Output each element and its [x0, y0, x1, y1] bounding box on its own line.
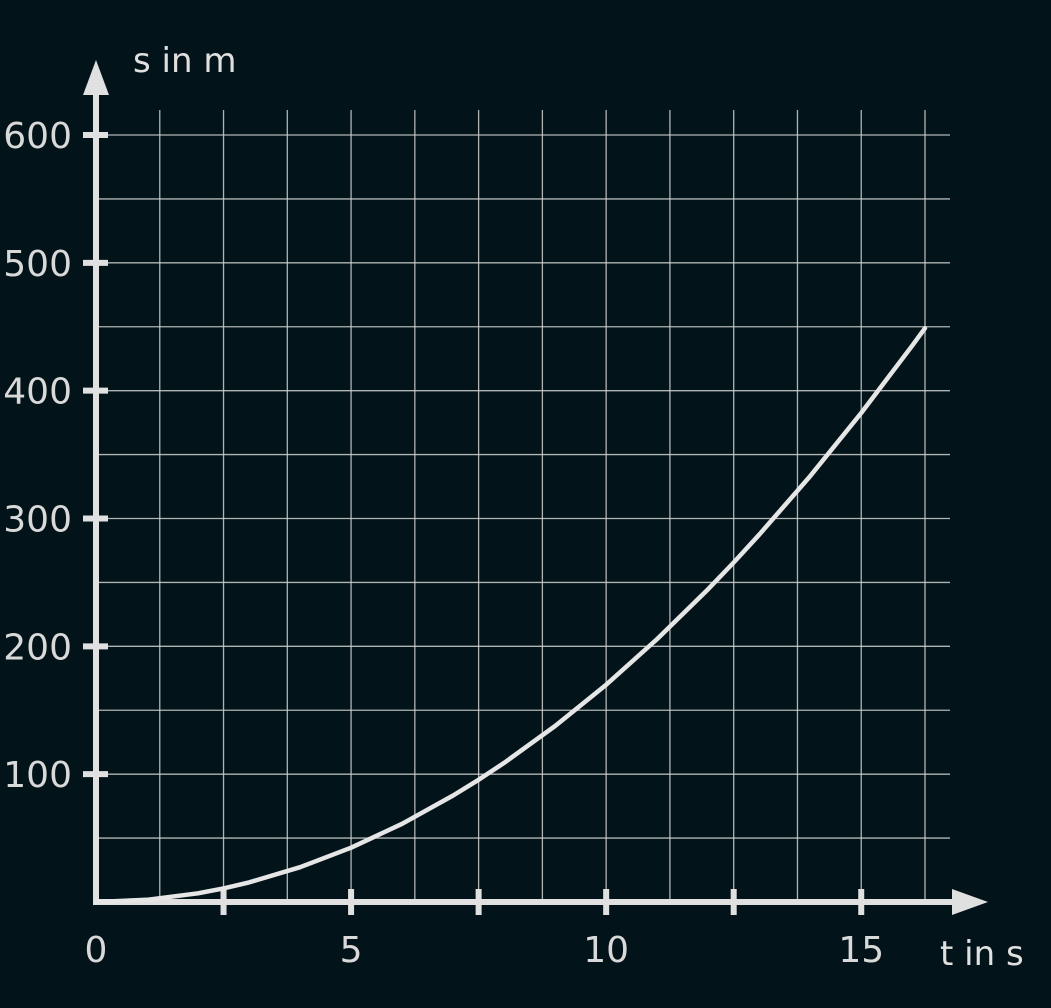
axes	[83, 60, 988, 915]
x-axis-label: t in s	[940, 934, 1024, 974]
y-tick-label: 500	[3, 244, 72, 285]
series	[93, 325, 928, 905]
grid	[96, 110, 950, 902]
x-tick-label: 0	[85, 930, 108, 971]
y-tick-label: 200	[3, 627, 72, 668]
x-axis-arrow	[952, 889, 988, 915]
y-tick-label: 300	[3, 500, 72, 541]
x-tick-label: 10	[583, 930, 629, 971]
y-tick-label: 600	[3, 116, 72, 157]
tick-labels: 0 5 10 15 100 200 300 400 500 600	[3, 116, 884, 971]
ticks	[83, 132, 865, 915]
y-axis-label: s in m	[133, 41, 236, 81]
y-tick-label: 100	[3, 755, 72, 796]
y-tick-label: 400	[3, 372, 72, 413]
y-axis-arrow	[83, 60, 109, 95]
x-tick-label: 5	[340, 930, 363, 971]
series-line	[93, 325, 928, 905]
x-tick-label: 15	[838, 930, 884, 971]
